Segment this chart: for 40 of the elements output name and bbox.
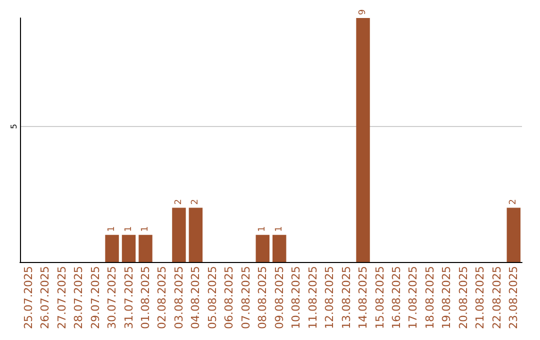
data-label: 1: [107, 226, 118, 232]
x-tick-label: 28.07.2025: [72, 266, 86, 329]
x-tick-label: 13.08.2025: [340, 266, 353, 329]
x-tick-label: 01.08.2025: [139, 266, 152, 329]
x-tick-label: 26.07.2025: [38, 266, 52, 329]
x-tick-label: 15.08.2025: [373, 266, 386, 329]
data-label: 1: [274, 226, 284, 232]
x-tick-label: 02.08.2025: [156, 266, 169, 329]
x-tick-label: 16.08.2025: [390, 266, 403, 329]
x-tick-label: 19.08.2025: [440, 266, 454, 329]
x-tick-label: 06.08.2025: [222, 266, 236, 329]
x-tick-label: 10.08.2025: [290, 266, 303, 329]
x-tick-label: 07.08.2025: [239, 266, 252, 329]
data-label: 1: [140, 226, 150, 232]
x-tick-label: 03.08.2025: [172, 266, 186, 329]
x-tick-label: 29.07.2025: [88, 266, 102, 329]
x-tick-label: 05.08.2025: [206, 266, 219, 329]
x-tick-label: 17.08.2025: [406, 266, 420, 329]
x-tick-label: 14.08.2025: [356, 266, 370, 329]
data-label: 1: [258, 226, 268, 232]
x-tick-label: 25.07.2025: [22, 266, 35, 329]
x-tick-label: 08.08.2025: [256, 266, 270, 329]
x-tick-label: 11.08.2025: [306, 266, 320, 329]
x-tick-label: 09.08.2025: [272, 266, 286, 329]
x-tick-label: 21.08.2025: [474, 266, 487, 329]
x-tick-label: 22.08.2025: [490, 266, 504, 329]
data-label: 9: [358, 9, 368, 15]
x-tick-label: 31.07.2025: [122, 266, 136, 329]
x-tick-label: 27.07.2025: [55, 266, 68, 329]
data-label: 1: [124, 226, 134, 232]
x-tick-label: 30.07.2025: [106, 266, 119, 329]
data-label: 2: [190, 199, 201, 205]
data-label: 2: [174, 199, 184, 205]
x-tick-label: 23.08.2025: [507, 266, 520, 329]
data-label: 2: [508, 199, 519, 205]
x-tick-label: 18.08.2025: [423, 266, 436, 329]
x-tick-label: 12.08.2025: [323, 266, 336, 329]
y-tick-label: 5: [10, 124, 18, 129]
x-tick-label: 04.08.2025: [189, 266, 202, 329]
x-tick-label: 20.08.2025: [456, 266, 470, 329]
